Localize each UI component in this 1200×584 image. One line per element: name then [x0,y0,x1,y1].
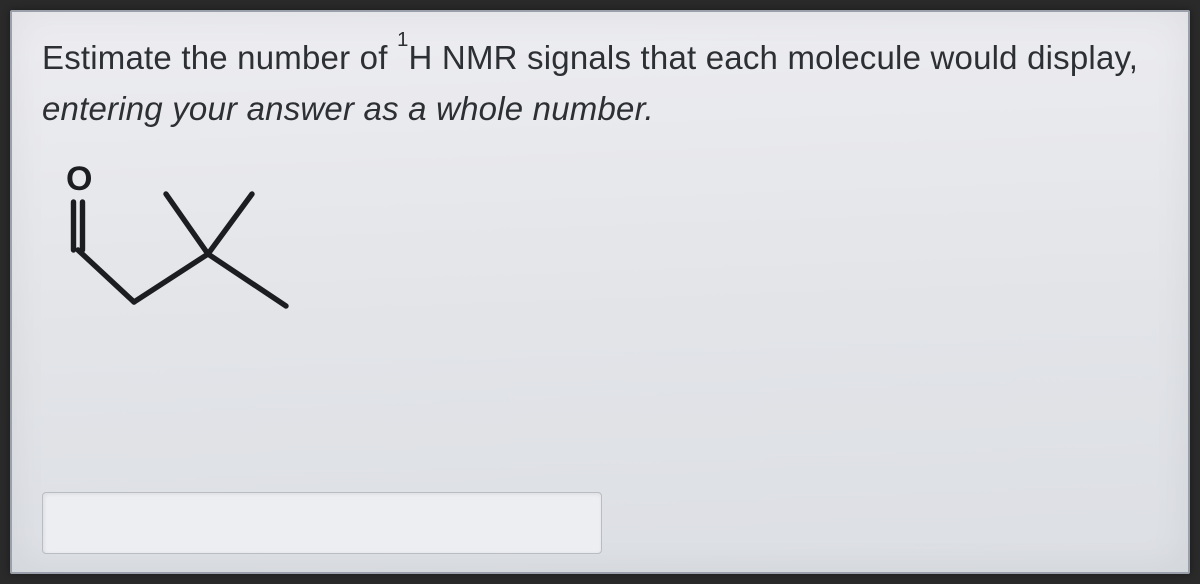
question-text: Estimate the number of 1H NMR signals th… [42,32,1158,134]
question-card: Estimate the number of 1H NMR signals th… [10,10,1190,574]
nmr-superscript: 1 [397,28,409,51]
question-italic: entering your answer as a whole number. [42,90,654,127]
question-middle: signals that each molecule would display… [518,39,1138,76]
nmr-label: H NMR [409,39,518,76]
answer-row [42,492,602,554]
question-prefix: Estimate the number of [42,39,397,76]
answer-input[interactable] [42,492,602,554]
molecule-structure: O [38,146,338,366]
molecule-svg [38,146,338,366]
